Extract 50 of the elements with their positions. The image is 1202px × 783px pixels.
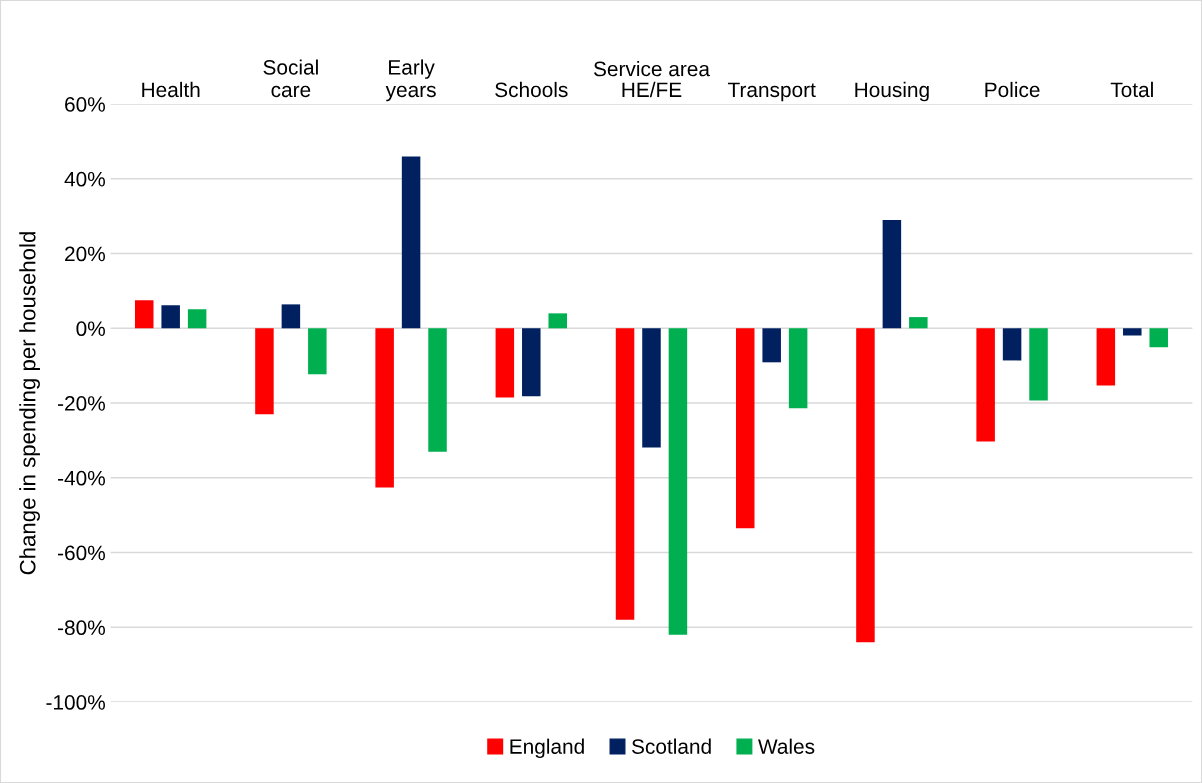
bar [134,300,154,329]
bar [522,328,541,397]
x-tick-label: HE/FE [622,81,682,98]
y-tick-label: 20% [65,246,105,262]
bar [1002,328,1022,361]
bar [401,156,421,329]
legend-label: England [510,738,584,759]
y-tick-label: -20% [58,396,105,411]
bar [548,313,567,329]
bar [615,328,635,620]
x-axis-title: Service area [593,60,710,77]
x-tick-label: Housing [855,81,929,102]
bar [187,309,207,329]
bar [1149,328,1168,348]
y-tick-label: 40% [64,171,105,187]
x-tick-label: Total [1110,81,1153,98]
y-tick-label: -60% [58,545,105,561]
x-tick-label: Police [985,81,1040,98]
x-tick-label: Social care [263,59,318,98]
y-tick-label: -100% [46,695,105,710]
bar [161,305,180,329]
y-tick-label: -80% [58,620,105,636]
bar [495,328,515,398]
x-tick-label: Schools [495,81,568,98]
y-tick-label: -40% [58,470,105,486]
x-tick-label: Transport [727,82,816,102]
bar [1123,328,1142,336]
bar [976,328,995,442]
bar [668,328,688,635]
bar [762,328,781,363]
bar [255,328,274,415]
bar [428,328,447,452]
bar [788,328,808,409]
bar [1096,328,1116,386]
bar [1029,328,1048,401]
bar [281,304,301,329]
x-tick-label: Health [142,81,200,98]
y-tick-label: 60% [65,97,105,112]
legend-label: Wales [758,738,815,754]
x-tick-label: Early years [385,59,436,102]
y-tick-label: 0% [76,321,105,337]
legend-label: Scotland [631,738,711,754]
bar [909,317,928,329]
bar [375,328,394,488]
bar [735,328,755,529]
bar [882,219,902,329]
bar [642,328,661,448]
bar [856,328,875,643]
bar [308,328,327,375]
y-axis-title: Change in spending per household [19,232,40,575]
